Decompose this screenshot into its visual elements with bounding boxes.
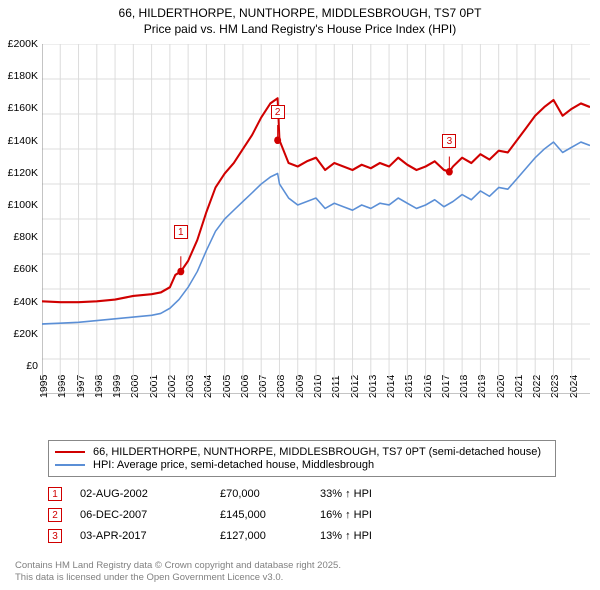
legend-item: HPI: Average price, semi-detached house,… <box>55 459 549 471</box>
title-line1: 66, HILDERTHORPE, NUNTHORPE, MIDDLESBROU… <box>0 6 600 22</box>
transaction-delta: 16% ↑ HPI <box>320 509 420 521</box>
legend-label: 66, HILDERTHORPE, NUNTHORPE, MIDDLESBROU… <box>93 446 541 458</box>
transaction-delta: 33% ↑ HPI <box>320 488 420 500</box>
y-tick-label: £200K <box>0 38 38 50</box>
y-tick-label: £140K <box>0 135 38 147</box>
legend-swatch <box>55 451 85 453</box>
table-row: 3 03-APR-2017 £127,000 13% ↑ HPI <box>48 529 556 543</box>
y-tick-label: £40K <box>0 296 38 308</box>
legend-item: 66, HILDERTHORPE, NUNTHORPE, MIDDLESBROU… <box>55 446 549 458</box>
y-tick-label: £180K <box>0 70 38 82</box>
transaction-date: 03-APR-2017 <box>80 530 220 542</box>
plot-svg <box>42 44 590 394</box>
transaction-date: 02-AUG-2002 <box>80 488 220 500</box>
y-tick-label: £0 <box>0 360 38 372</box>
transaction-price: £145,000 <box>220 509 320 521</box>
chart-marker-box: 3 <box>442 134 456 148</box>
y-tick-label: £100K <box>0 199 38 211</box>
title-line2: Price paid vs. HM Land Registry's House … <box>0 22 600 38</box>
transaction-number-box: 1 <box>48 487 62 501</box>
chart-marker-box: 1 <box>174 225 188 239</box>
transaction-number-box: 3 <box>48 529 62 543</box>
chart-container: 66, HILDERTHORPE, NUNTHORPE, MIDDLESBROU… <box>0 0 600 590</box>
attribution-line2: This data is licensed under the Open Gov… <box>15 572 341 584</box>
y-tick-label: £20K <box>0 328 38 340</box>
table-row: 2 06-DEC-2007 £145,000 16% ↑ HPI <box>48 508 556 522</box>
chart-marker-box: 2 <box>271 105 285 119</box>
legend-swatch <box>55 464 85 466</box>
plot-area <box>42 44 590 394</box>
y-tick-label: £160K <box>0 102 38 114</box>
transaction-date: 06-DEC-2007 <box>80 509 220 521</box>
transaction-price: £127,000 <box>220 530 320 542</box>
legend-label: HPI: Average price, semi-detached house,… <box>93 459 374 471</box>
transaction-number-box: 2 <box>48 508 62 522</box>
y-tick-label: £60K <box>0 263 38 275</box>
legend: 66, HILDERTHORPE, NUNTHORPE, MIDDLESBROU… <box>48 440 556 477</box>
attribution-line1: Contains HM Land Registry data © Crown c… <box>15 560 341 572</box>
y-tick-label: £80K <box>0 231 38 243</box>
transaction-delta: 13% ↑ HPI <box>320 530 420 542</box>
y-tick-label: £120K <box>0 167 38 179</box>
table-row: 1 02-AUG-2002 £70,000 33% ↑ HPI <box>48 487 556 501</box>
attribution: Contains HM Land Registry data © Crown c… <box>15 560 341 584</box>
chart-title: 66, HILDERTHORPE, NUNTHORPE, MIDDLESBROU… <box>0 0 600 37</box>
transaction-price: £70,000 <box>220 488 320 500</box>
transaction-table: 1 02-AUG-2002 £70,000 33% ↑ HPI 2 06-DEC… <box>48 484 556 550</box>
